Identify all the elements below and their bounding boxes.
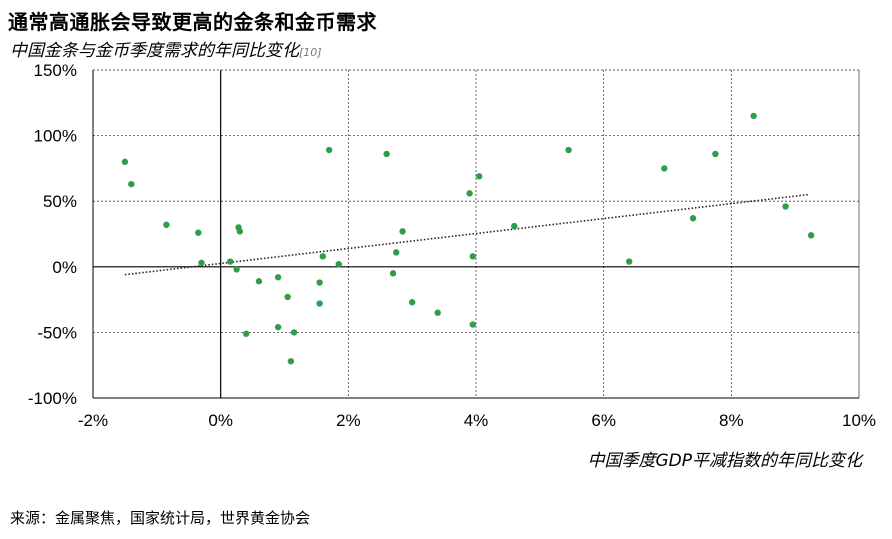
- data-point: [121, 158, 129, 166]
- data-point: [195, 229, 202, 236]
- axes: [92, 69, 860, 399]
- x-tick-label: -2%: [78, 411, 108, 430]
- data-point: [198, 259, 205, 267]
- data-point: [389, 270, 397, 277]
- data-point: [434, 309, 441, 316]
- trendline: [124, 193, 809, 276]
- y-tick-label: 0%: [52, 258, 77, 277]
- data-point: [236, 228, 244, 235]
- subtitle-text: 中国金条与金币季度需求的年同比变化: [10, 41, 299, 61]
- data-point: [782, 203, 789, 210]
- data-point: [290, 329, 298, 336]
- chart-title: 通常高通胀会导致更高的金条和金币需求: [8, 10, 377, 34]
- data-point: [316, 300, 323, 307]
- data-point: [243, 330, 250, 337]
- data-point: [233, 266, 240, 273]
- x-tick-label: 2%: [336, 411, 361, 430]
- x-tick-label: 10%: [842, 411, 876, 430]
- data-point: [319, 253, 326, 260]
- data-point: [274, 323, 282, 331]
- y-tick-label: 150%: [34, 61, 77, 80]
- data-point: [284, 293, 291, 301]
- x-tick-label: 0%: [208, 411, 233, 430]
- data-point: [511, 222, 518, 230]
- data-point: [807, 232, 815, 239]
- x-tick-label: 8%: [719, 411, 744, 430]
- data-point: [469, 321, 477, 328]
- data-points: [121, 112, 815, 365]
- data-point: [227, 258, 234, 265]
- data-point: [750, 112, 757, 120]
- data-point: [316, 279, 323, 286]
- data-point: [475, 173, 483, 180]
- data-point: [469, 253, 477, 260]
- trendline-group: [124, 193, 809, 276]
- data-point: [335, 260, 342, 268]
- data-point: [393, 249, 400, 256]
- subtitle-reference: [10]: [299, 46, 322, 59]
- y-tick-label: 100%: [34, 127, 77, 146]
- x-tick-label: 6%: [591, 411, 616, 430]
- data-point: [712, 150, 719, 158]
- data-point: [128, 180, 135, 188]
- data-point: [399, 228, 406, 235]
- data-point: [383, 150, 390, 158]
- y-tick-label: -50%: [37, 323, 77, 342]
- data-point: [565, 146, 572, 154]
- data-point: [274, 274, 282, 281]
- chart-subtitle: 中国金条与金币季度需求的年同比变化[10]: [10, 36, 322, 61]
- data-point: [466, 190, 473, 197]
- x-tick-labels: -2% 0% 2% 4% 6% 8% 10%: [78, 411, 876, 430]
- grid-lines: [92, 69, 860, 399]
- data-point: [255, 278, 263, 285]
- data-point: [287, 358, 295, 365]
- y-tick-label: 50%: [43, 192, 77, 211]
- data-point: [325, 146, 333, 154]
- x-axis-label: 中国季度GDP平减指数的年同比变化: [587, 451, 862, 471]
- data-point: [626, 258, 633, 265]
- x-tick-label: 4%: [464, 411, 489, 430]
- y-tick-labels: -100% -50% 0% 50% 100% 150%: [28, 61, 77, 408]
- source-note: 来源：金属聚焦，国家统计局，世界黄金协会: [10, 509, 311, 527]
- y-tick-label: -100%: [28, 389, 77, 408]
- data-point: [689, 215, 697, 222]
- data-point: [163, 221, 170, 229]
- data-point: [408, 299, 416, 306]
- data-point: [661, 165, 668, 172]
